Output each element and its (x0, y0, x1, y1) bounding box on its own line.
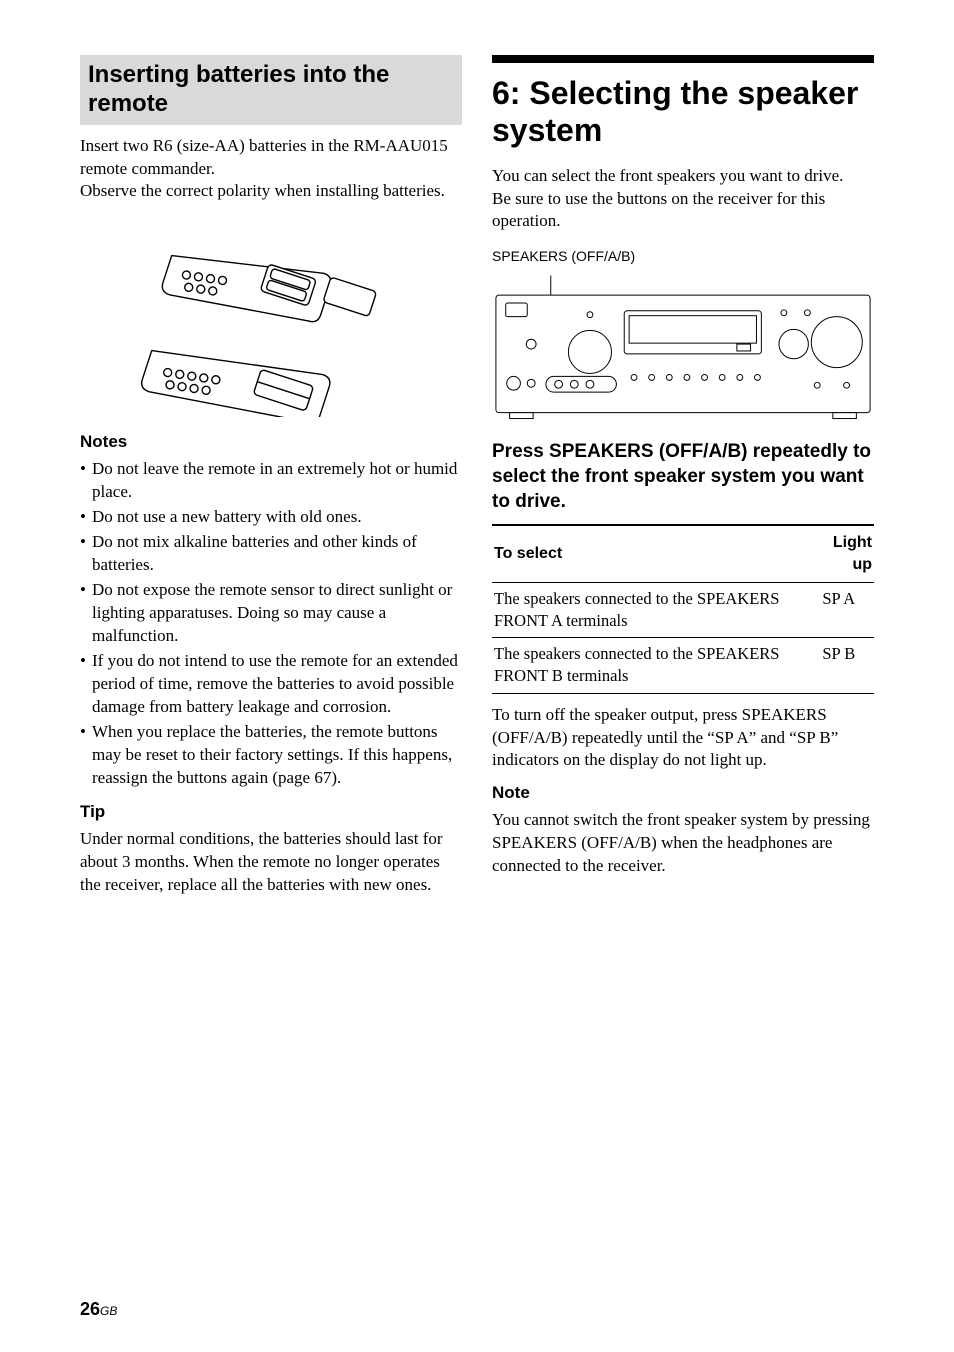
note-item: Do not expose the remote sensor to direc… (80, 579, 462, 648)
note-block: Note You cannot switch the front speaker… (492, 782, 874, 878)
page-number: 26 (80, 1299, 100, 1319)
remote-illustration (141, 217, 401, 417)
table-row: The speakers connected to the SPEAKERS F… (492, 638, 874, 694)
table-cell-light: SP A (814, 582, 874, 638)
note-heading: Note (492, 782, 874, 805)
left-heading: Inserting batteries into the remote (88, 61, 454, 119)
page-footer: 26GB (80, 1297, 117, 1322)
section-top-bar (492, 55, 874, 63)
table-cell-select: The speakers connected to the SPEAKERS F… (492, 582, 814, 638)
table-cell-light: SP B (814, 638, 874, 694)
receiver-caption: SPEAKERS (OFF/A/B) (492, 247, 874, 266)
table-header-light: Light up (814, 525, 874, 582)
table-header-select: To select (492, 525, 814, 582)
section-title: 6: Selecting the speaker system (492, 75, 874, 149)
right-column: 6: Selecting the speaker system You can … (492, 55, 874, 897)
receiver-illustration (492, 274, 874, 424)
instruction: Press SPEAKERS (OFF/A/B) repeatedly to s… (492, 440, 874, 514)
note-item: If you do not intend to use the remote f… (80, 650, 462, 719)
table-row: The speakers connected to the SPEAKERS F… (492, 582, 874, 638)
note-item: When you replace the batteries, the remo… (80, 721, 462, 790)
left-intro-1: Insert two R6 (size-AA) batteries in the… (80, 135, 462, 181)
right-intro-2: Be sure to use the buttons on the receiv… (492, 188, 874, 234)
left-heading-box: Inserting batteries into the remote (80, 55, 462, 125)
note-item: Do not use a new battery with old ones. (80, 506, 462, 529)
tip-body: Under normal conditions, the batteries s… (80, 828, 462, 897)
tip-block: Tip Under normal conditions, the batteri… (80, 801, 462, 897)
note-body: You cannot switch the front speaker syst… (492, 809, 874, 878)
note-item: Do not mix alkaline batteries and other … (80, 531, 462, 577)
left-column: Inserting batteries into the remote Inse… (80, 55, 462, 897)
table-cell-select: The speakers connected to the SPEAKERS F… (492, 638, 814, 694)
right-intro-1: You can select the front speakers you wa… (492, 165, 874, 188)
notes-list: Do not leave the remote in an extremely … (80, 458, 462, 789)
page-region: GB (100, 1304, 117, 1318)
notes-heading: Notes (80, 431, 462, 454)
speaker-table: To select Light up The speakers connecte… (492, 524, 874, 693)
tip-heading: Tip (80, 801, 462, 824)
left-intro-2: Observe the correct polarity when instal… (80, 180, 462, 203)
two-column-layout: Inserting batteries into the remote Inse… (80, 55, 874, 897)
note-item: Do not leave the remote in an extremely … (80, 458, 462, 504)
after-table-text: To turn off the speaker output, press SP… (492, 704, 874, 773)
